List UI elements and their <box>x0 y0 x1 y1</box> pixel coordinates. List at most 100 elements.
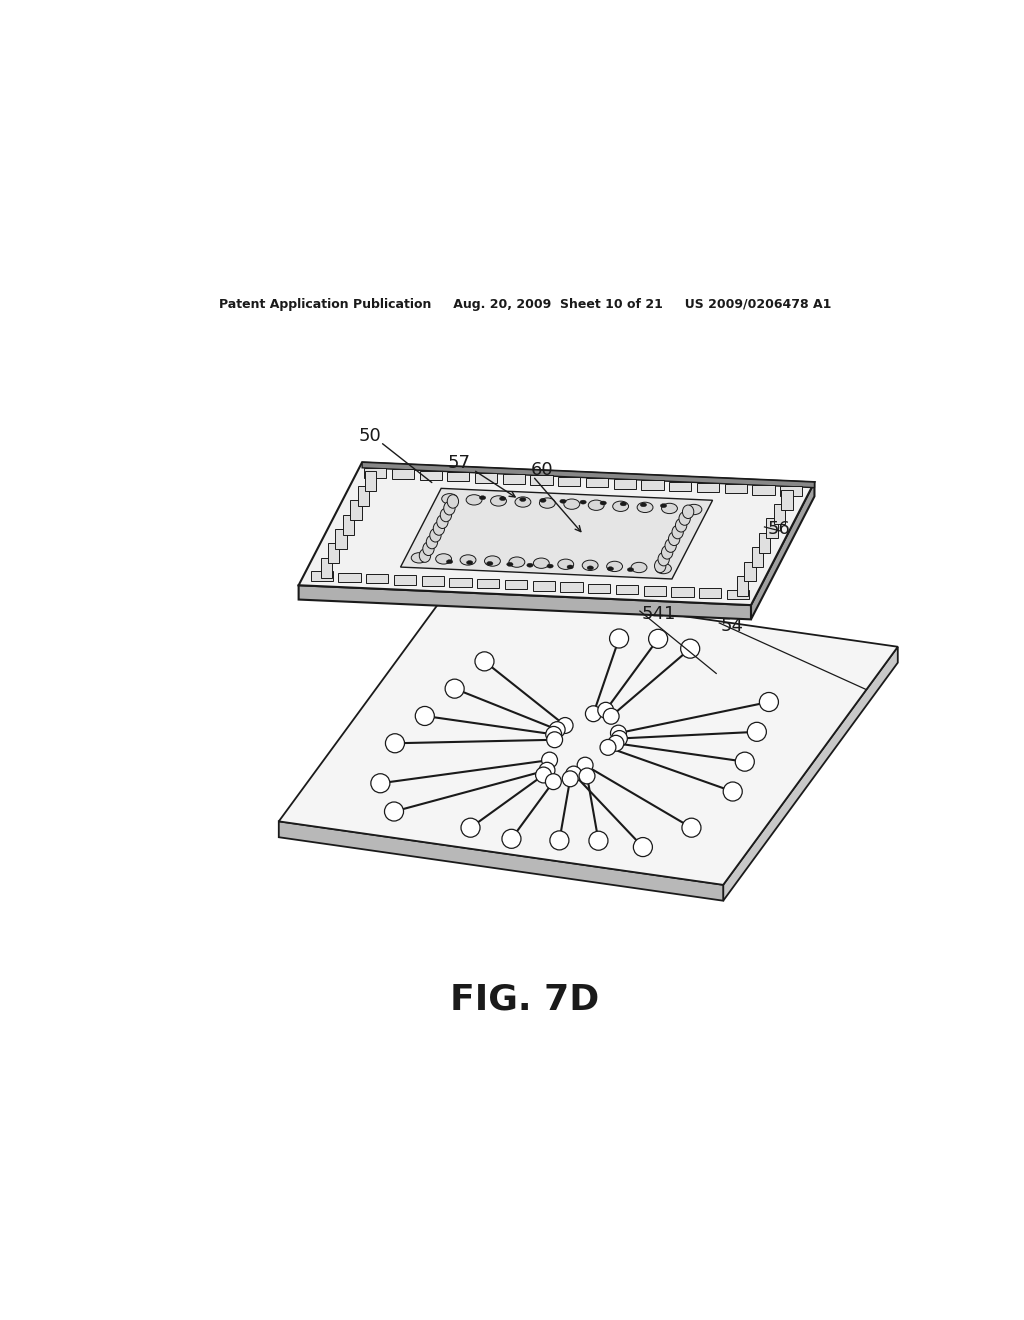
Ellipse shape <box>412 553 427 564</box>
Polygon shape <box>641 480 664 490</box>
Circle shape <box>550 830 569 850</box>
Ellipse shape <box>662 503 678 513</box>
Ellipse shape <box>560 499 566 503</box>
Ellipse shape <box>588 500 604 511</box>
Polygon shape <box>279 583 898 884</box>
Circle shape <box>608 735 624 751</box>
Circle shape <box>586 706 601 722</box>
Polygon shape <box>774 504 785 524</box>
Polygon shape <box>422 577 443 586</box>
Polygon shape <box>752 548 763 568</box>
Polygon shape <box>392 470 414 479</box>
Ellipse shape <box>679 512 690 525</box>
Ellipse shape <box>547 564 553 568</box>
Circle shape <box>723 781 742 801</box>
Ellipse shape <box>660 504 667 508</box>
Circle shape <box>502 829 521 849</box>
Circle shape <box>536 767 552 783</box>
Ellipse shape <box>658 552 670 566</box>
Ellipse shape <box>447 495 459 508</box>
Circle shape <box>760 693 778 711</box>
Polygon shape <box>781 490 793 510</box>
Ellipse shape <box>435 554 452 564</box>
Circle shape <box>565 766 582 781</box>
Polygon shape <box>447 471 469 482</box>
Polygon shape <box>343 515 354 535</box>
Circle shape <box>580 768 595 784</box>
Ellipse shape <box>662 545 673 560</box>
Text: FIG. 7D: FIG. 7D <box>451 983 599 1016</box>
Ellipse shape <box>441 494 458 504</box>
Text: Patent Application Publication     Aug. 20, 2009  Sheet 10 of 21     US 2009/020: Patent Application Publication Aug. 20, … <box>218 298 831 312</box>
Ellipse shape <box>515 496 530 507</box>
Ellipse shape <box>500 496 506 500</box>
Polygon shape <box>505 579 527 590</box>
Circle shape <box>603 709 620 725</box>
Polygon shape <box>615 585 638 594</box>
Polygon shape <box>328 544 339 564</box>
Circle shape <box>589 832 608 850</box>
Ellipse shape <box>606 561 623 572</box>
Ellipse shape <box>426 536 437 549</box>
Ellipse shape <box>682 506 694 519</box>
Ellipse shape <box>540 499 546 503</box>
Polygon shape <box>725 484 746 494</box>
Circle shape <box>735 752 755 771</box>
Ellipse shape <box>440 508 452 521</box>
Circle shape <box>598 702 613 718</box>
Ellipse shape <box>665 539 676 552</box>
Polygon shape <box>321 557 332 578</box>
Ellipse shape <box>423 543 434 556</box>
Ellipse shape <box>430 528 441 543</box>
Ellipse shape <box>587 566 594 570</box>
Circle shape <box>549 722 565 738</box>
Circle shape <box>557 718 573 734</box>
Circle shape <box>600 739 615 755</box>
Polygon shape <box>744 561 756 582</box>
Circle shape <box>611 730 628 746</box>
Polygon shape <box>362 462 814 487</box>
Ellipse shape <box>446 560 453 564</box>
Circle shape <box>648 630 668 648</box>
Ellipse shape <box>600 502 606 506</box>
Ellipse shape <box>540 498 555 508</box>
Ellipse shape <box>534 558 549 569</box>
Polygon shape <box>560 582 583 591</box>
Ellipse shape <box>628 568 634 572</box>
Ellipse shape <box>686 504 701 515</box>
Ellipse shape <box>433 521 444 535</box>
Circle shape <box>539 763 555 779</box>
Circle shape <box>610 725 627 741</box>
Polygon shape <box>644 586 666 595</box>
Polygon shape <box>335 529 347 549</box>
Polygon shape <box>477 578 500 589</box>
Circle shape <box>384 803 403 821</box>
Text: 50: 50 <box>358 428 381 445</box>
Polygon shape <box>723 647 898 900</box>
Circle shape <box>609 630 629 648</box>
Circle shape <box>542 752 557 768</box>
Polygon shape <box>367 574 388 583</box>
Polygon shape <box>558 477 581 486</box>
Ellipse shape <box>676 519 687 532</box>
Circle shape <box>634 838 652 857</box>
Text: 54: 54 <box>721 618 743 635</box>
Circle shape <box>445 678 464 698</box>
Text: 56: 56 <box>768 520 791 537</box>
Polygon shape <box>350 500 361 520</box>
Polygon shape <box>613 479 636 488</box>
Polygon shape <box>697 483 719 492</box>
Polygon shape <box>699 589 721 598</box>
Polygon shape <box>450 578 472 587</box>
Polygon shape <box>766 519 778 539</box>
Polygon shape <box>299 585 751 619</box>
Text: 57: 57 <box>447 454 471 473</box>
Polygon shape <box>588 583 610 593</box>
Circle shape <box>416 706 434 726</box>
Ellipse shape <box>526 564 534 568</box>
Ellipse shape <box>437 515 449 528</box>
Ellipse shape <box>467 561 473 565</box>
Ellipse shape <box>490 496 507 506</box>
Polygon shape <box>736 576 749 595</box>
Ellipse shape <box>612 502 629 511</box>
